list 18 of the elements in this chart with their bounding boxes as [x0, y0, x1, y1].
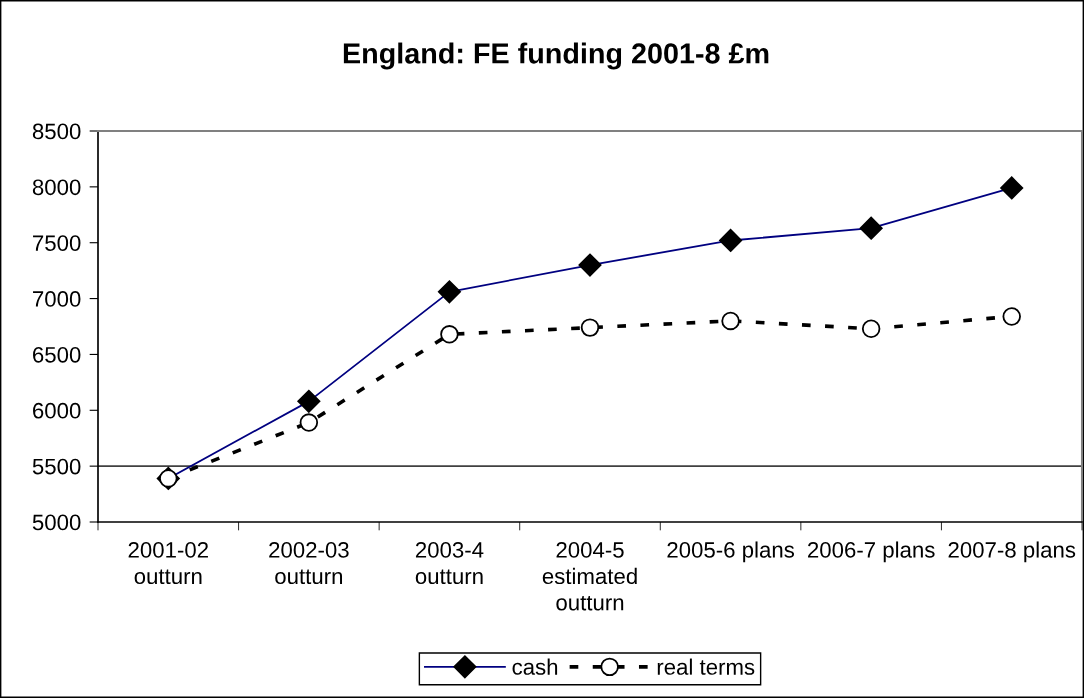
y-tick-label: 5500	[32, 458, 81, 475]
x-tick-label: 2002-03 outturn	[269, 542, 349, 585]
y-tick-label: 8000	[32, 179, 81, 196]
legend-label: cash	[512, 658, 558, 675]
legend-label: real terms	[657, 658, 755, 675]
x-tick-label: 2005-6 plans	[667, 541, 795, 563]
y-tick-label: 7000	[33, 291, 81, 307]
y-tick-label: 6000	[33, 402, 81, 419]
y-tick-label: 8500	[32, 123, 81, 140]
y-tick-label: 5000	[32, 514, 81, 531]
chart-title: England: FE funding 2001-8 £m	[343, 42, 769, 70]
x-tick-label: 2003-4 outturn	[415, 542, 484, 585]
x-tick-label: 2001-02 outturn	[128, 542, 208, 585]
y-tick-label: 7500	[33, 235, 81, 251]
x-tick-label: 2007-8 plans	[948, 541, 1076, 563]
x-tick-label: 2004-5 estimated outturn	[542, 542, 637, 611]
x-tick-label: 2006-7 plans	[808, 541, 935, 563]
y-tick-label: 6500	[33, 346, 81, 363]
